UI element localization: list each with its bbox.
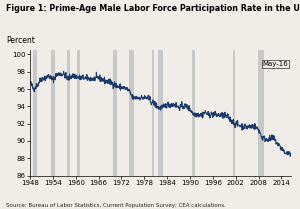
Bar <box>113 50 117 176</box>
Bar <box>192 50 195 176</box>
Text: Source: Bureau of Labor Statistics, Current Population Survey; CEA calculations.: Source: Bureau of Labor Statistics, Curr… <box>6 203 226 208</box>
Text: May-16: May-16 <box>262 61 288 68</box>
Bar <box>77 50 80 176</box>
Bar <box>158 50 163 176</box>
Bar <box>51 50 55 176</box>
Bar <box>33 50 37 176</box>
Bar <box>258 50 264 176</box>
Bar <box>129 50 134 176</box>
Text: Percent: Percent <box>6 36 35 45</box>
Text: Figure 1: Prime-Age Male Labor Force Participation Rate in the U.S.: Figure 1: Prime-Age Male Labor Force Par… <box>6 4 300 13</box>
Bar <box>233 50 236 176</box>
Bar <box>67 50 70 176</box>
Bar <box>152 50 154 176</box>
